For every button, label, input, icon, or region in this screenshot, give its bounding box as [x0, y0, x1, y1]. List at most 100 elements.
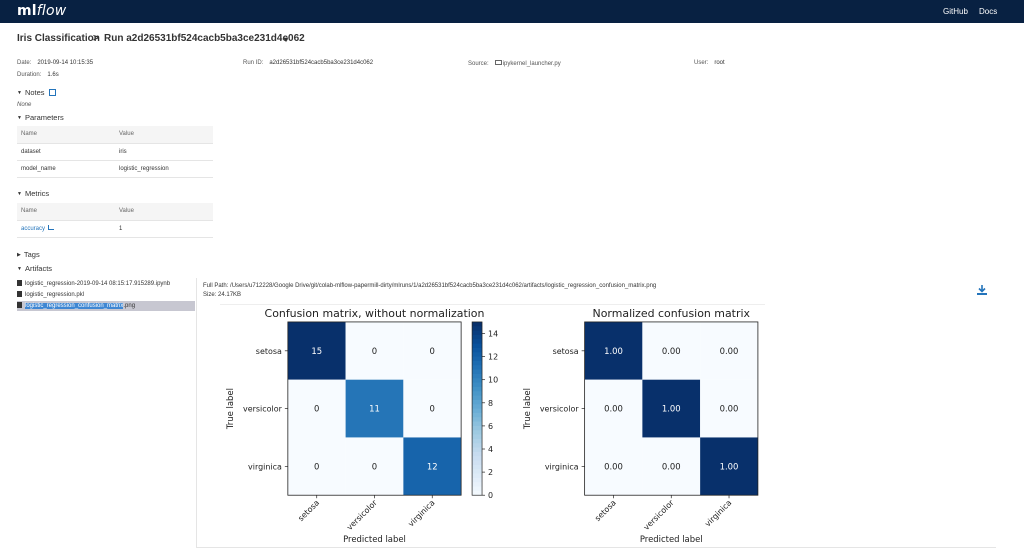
run-title: Run a2d26531bf524cacb5ba3ce231d4c062	[104, 33, 305, 44]
x-tick-label: versicolor	[345, 498, 379, 532]
y-tick-label: setosa	[553, 347, 579, 356]
x-axis-label: Predicted label	[343, 534, 406, 544]
parameters-title: Parameters	[24, 113, 64, 122]
colorbar-segment	[472, 477, 483, 483]
date-label: Date:	[17, 60, 32, 66]
size-label: Size:	[203, 292, 217, 298]
heatmap-cell	[287, 379, 346, 438]
heatmap-cell	[584, 437, 643, 496]
cell-value-label: 0	[314, 404, 319, 414]
colorbar-segment	[472, 321, 483, 327]
table-row: accuracy 1	[17, 220, 213, 238]
source-value[interactable]: ipykernel_launcher.py	[502, 61, 561, 67]
chart-title: Normalized confusion matrix	[593, 307, 751, 320]
github-link[interactable]: GitHub	[943, 7, 968, 16]
user-meta: User: root	[694, 60, 725, 66]
heatmap-cell	[584, 321, 643, 380]
tags-section-toggle[interactable]: ▶ Tags	[17, 250, 40, 259]
chart-title: Confusion matrix, without normalization	[265, 307, 485, 320]
heatmap-panel: Normalized confusion matrix 1.00 0.00 0.00 0…	[522, 307, 759, 544]
colorbar-tick-label: 0	[488, 491, 493, 500]
cell-value-label: 0.00	[604, 461, 623, 471]
artifact-file-name: logistic_regression.pkl	[25, 292, 85, 298]
run-id-label: Run ID:	[243, 60, 264, 66]
x-tick-label: setosa	[593, 498, 618, 523]
heatmap-cell	[700, 321, 758, 380]
duration-label: Duration:	[17, 72, 42, 78]
cell-value-label: 0.00	[662, 461, 681, 471]
heatmap-cell	[287, 437, 346, 496]
run-dropdown-caret-icon[interactable]: ▾	[284, 35, 289, 44]
full-path-label: Full Path:	[203, 283, 229, 289]
artifact-full-path: Full Path: /Users/u712228/Google Drive/g…	[203, 283, 656, 289]
metric-value: 1	[115, 220, 213, 238]
edit-icon[interactable]	[48, 89, 56, 96]
heatmap-cell	[403, 379, 462, 438]
artifact-file-item[interactable]: logistic_regression-2019-09-14 08:15:17.…	[17, 279, 170, 289]
date-meta: Date: 2019-09-14 10:15:35	[17, 60, 93, 66]
colorbar-segment	[472, 334, 483, 340]
colorbar-segment	[472, 408, 483, 414]
experiment-breadcrumb[interactable]: Iris Classification	[17, 33, 100, 44]
caret-down-icon: ▼	[17, 191, 22, 197]
y-axis-label: True label	[225, 388, 235, 430]
source-file-icon	[494, 60, 502, 65]
colorbar-tick-label: 2	[488, 468, 493, 477]
notes-title: Notes	[24, 88, 45, 97]
docs-link[interactable]: Docs	[979, 7, 998, 16]
artifact-file-item-selected[interactable]: logistic_regression_confusion_matrix.png	[17, 301, 195, 311]
full-path-value: /Users/u712228/Google Drive/git/colab-ml…	[230, 283, 657, 289]
colorbar-segment	[472, 326, 483, 332]
source-meta: Source: ipykernel_launcher.py	[468, 60, 561, 67]
x-tick-label: setosa	[296, 498, 321, 523]
heatmap-cell	[700, 437, 758, 496]
param-value: logistic_regression	[115, 160, 213, 178]
cell-value-label: 0	[430, 404, 435, 414]
artifact-file-ext: .png	[123, 303, 136, 309]
notes-section-toggle[interactable]: ▼ Notes	[17, 88, 56, 97]
caret-down-icon: ▼	[17, 90, 22, 96]
user-label: User:	[694, 60, 709, 66]
heatmap-panel: Confusion matrix, without normalization 1…	[225, 307, 498, 544]
caret-right-icon: ▶	[17, 252, 21, 258]
heatmap-cell	[345, 437, 404, 496]
colorbar-segment	[472, 365, 483, 371]
colorbar-segment	[472, 434, 483, 440]
download-icon[interactable]	[976, 284, 988, 296]
y-tick-label: versicolor	[540, 405, 580, 414]
colorbar-segment	[472, 369, 483, 375]
line-chart-icon[interactable]	[48, 225, 55, 230]
cell-value-label: 0	[430, 346, 435, 356]
colorbar-segment	[472, 330, 483, 336]
y-tick-label: virginica	[545, 462, 579, 471]
col-value-header: Value	[115, 203, 213, 221]
artifacts-section-toggle[interactable]: ▼ Artifacts	[17, 264, 52, 273]
parameters-section-toggle[interactable]: ▼ Parameters	[17, 113, 64, 122]
colorbar-segment	[472, 490, 483, 496]
cell-value-label: 11	[369, 404, 380, 414]
heatmap-cell	[345, 379, 404, 438]
artifact-file-item[interactable]: logistic_regression.pkl	[17, 290, 84, 300]
colorbar-segment	[472, 486, 483, 492]
colorbar-segment	[472, 356, 483, 362]
metric-link[interactable]: accuracy	[21, 226, 46, 232]
colorbar-segment	[472, 425, 483, 431]
artifact-size: Size: 24.17KB	[203, 292, 241, 298]
colorbar-segment	[472, 469, 483, 475]
colorbar-tick-label: 4	[488, 445, 493, 454]
run-id-value: a2d26531bf524cacb5ba3ce231d4c062	[269, 60, 374, 66]
metrics-section-toggle[interactable]: ▼ Metrics	[17, 189, 49, 198]
cell-value-label: 0.00	[604, 404, 623, 414]
heatmap-cell	[642, 437, 701, 496]
size-value: 24.17KB	[218, 292, 242, 298]
metrics-table: Name Value accuracy 1	[17, 203, 213, 238]
heatmap-cell	[403, 437, 462, 496]
cell-value-label: 0.00	[720, 404, 739, 414]
cell-value-label: 15	[311, 346, 322, 356]
cell-value-label: 1.00	[720, 461, 739, 471]
parameters-table: Name Value dataset iris model_name logistic…	[17, 126, 213, 178]
mlflow-logo[interactable]: mlflow	[17, 3, 66, 19]
table-header-row: Name Value	[17, 126, 213, 144]
y-axis-label: True label	[522, 388, 532, 430]
colorbar-tick-label: 10	[488, 376, 498, 385]
